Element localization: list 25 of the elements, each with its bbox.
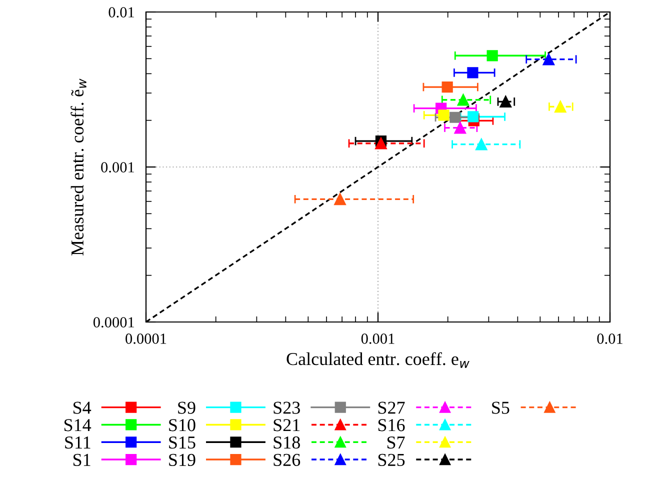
legend-label: S21 xyxy=(274,419,300,432)
x-tick-label: 0.0001 xyxy=(126,334,166,344)
legend-label: S7 xyxy=(387,436,405,449)
y-axis-title: Measured entr. coeff. ẽ$_{w}$ xyxy=(70,78,86,256)
legend-label: S10 xyxy=(169,419,196,432)
legend-label: S9 xyxy=(178,402,196,414)
legend-label: S16 xyxy=(378,419,405,432)
x-tick-label: 0.01 xyxy=(597,334,622,344)
legend-label: S25 xyxy=(378,454,405,466)
x-tick-label: 0.001 xyxy=(361,334,394,344)
legend-label: S23 xyxy=(274,402,300,414)
legend-label: S11 xyxy=(65,436,90,449)
legend-label: S14 xyxy=(64,419,92,432)
legend-label: S4 xyxy=(74,402,92,414)
x-axis-title: Calculated entr. coeff. e$_{w}$ xyxy=(286,352,470,368)
legend-label: S27 xyxy=(378,402,405,414)
y-tick-label: 0.01 xyxy=(108,7,134,18)
legend-label: S26 xyxy=(274,454,300,466)
legend-label: S15 xyxy=(169,436,196,449)
legend-label: S5 xyxy=(492,402,510,414)
legend-label: S18 xyxy=(274,436,300,449)
y-tick-label: 0.0001 xyxy=(93,317,134,328)
y-tick-label: 0.001 xyxy=(101,162,134,173)
legend-label: S1 xyxy=(74,454,90,466)
legend-label: S19 xyxy=(169,454,196,466)
